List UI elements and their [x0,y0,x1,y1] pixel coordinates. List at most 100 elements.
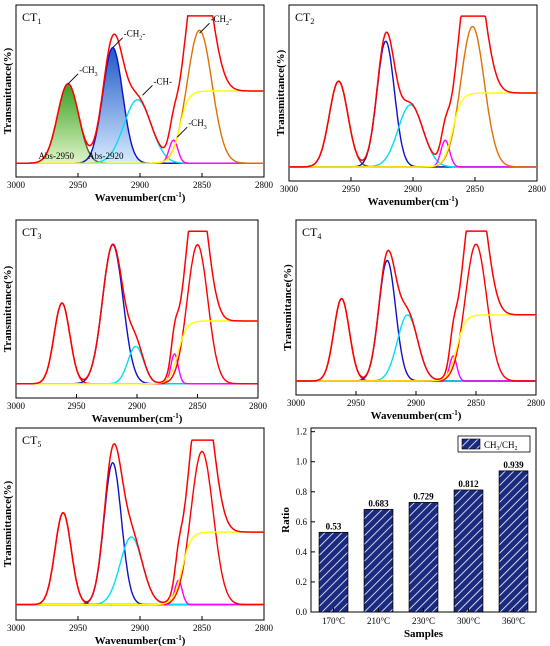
x-tick-label: 2950 [347,398,366,408]
x-tick-label: 2850 [467,398,486,408]
x-tick-label: 3000 [7,401,26,411]
bar-value-label: 0.939 [503,460,524,470]
peak-annotation: -CH3 [79,65,98,78]
x-tick-label: 2850 [189,401,208,411]
fitted-peak-curve [16,243,258,385]
peak-annotation: -CH3 [188,118,207,131]
green-peak-area [16,83,264,164]
fitted-peak-curve [289,139,537,168]
x-axis: 3000 2950 2900 2850 2800 [7,394,268,411]
x-category-label: 360°C [502,616,525,626]
y-tick-label: 0.8 [296,487,308,497]
envelope-curve [296,230,536,382]
x-tick-label: 3000 [280,184,299,194]
x-tick-label: 2900 [128,401,147,411]
x-tick-label: 2900 [407,398,426,408]
x-tick-label: 2950 [69,180,88,190]
x-tick-label: 2800 [528,184,547,194]
fitted-peak-curve [289,80,537,168]
plot-area [16,439,264,606]
x-tick-label: 3000 [287,398,306,408]
plot-area [16,230,258,385]
y-axis-label: Transmittance(%) [2,265,14,352]
y-axis-label: Transmittance(%) [2,480,14,567]
x-tick-label: 2950 [69,623,88,633]
x-tick-label: 2900 [131,623,150,633]
x-tick-label: 2850 [193,623,212,633]
panel-label: CT1 [22,10,41,26]
x-axis: 3000 2950 2900 2850 2800 [287,391,546,408]
y-axis-label: Transmittance(%) [2,47,14,134]
x-tick-label: 2800 [527,398,546,408]
bar-value-label: 0.53 [326,521,342,531]
x-axis-label: Wavenumber(cm-1) [368,195,459,208]
x-tick-label: 2900 [131,180,150,190]
envelope-curve [16,230,258,385]
x-category-label: 230°C [412,616,435,626]
baseline-step-curve [16,531,264,606]
y-axis-label: Transmittance(%) [282,264,294,351]
legend-label: CH3/CH2 [484,440,518,452]
panel-ct2: CT2 3000 2950 2900 2850 2800 Wavenumber(cm-1… [275,4,547,208]
x-category-label: 300°C [457,616,480,626]
envelope-curve [289,15,537,168]
x-tick-label: 2800 [255,180,274,190]
panel-ct5: CT5 3000 2950 2900 2850 2800 Wavenumber(cm-1… [2,427,274,646]
peak-annotation: Abs-2950 [38,151,74,161]
panel-ct3: CT3 3000 2950 2900 2850 2800 Wavenumber(cm-1… [2,219,268,425]
y-tick-label: 0.4 [296,547,308,557]
fitted-peak-curve [16,450,264,606]
bar [408,502,439,613]
x-tick-label: 2850 [193,180,212,190]
x-axis-label: Wavenumber(cm-1) [95,634,186,646]
x-tick-label: 2950 [342,184,361,194]
fitted-peak-curve [16,461,264,606]
plot-area [296,230,536,382]
y-tick-label: 1.0 [296,457,308,467]
x-tick-label: 2950 [68,401,87,411]
panel-label: CT2 [295,10,314,26]
bar [453,489,484,613]
baseline-step-curve [296,314,536,382]
fitted-peak-curve [296,243,536,382]
y-axis: 0.0 0.2 0.4 0.6 0.8 1.0 1.2 [296,427,315,617]
annotation-arrow [142,85,153,96]
x-tick-label: 2800 [255,623,274,633]
panel-label: CT3 [22,225,41,241]
y-axis-label: Transmittance(%) [275,49,287,136]
legend: CH3/CH2 [457,435,531,453]
x-tick-label: 2900 [404,184,423,194]
panel-ct4: CT4 3000 2950 2900 2850 2800 Wavenumber(cm-1… [282,219,546,422]
plot-area: 0.53 0.683 0.729 0.812 0.939 [318,460,529,613]
y-tick-label: 0.2 [296,577,307,587]
envelope-curve [16,439,264,606]
x-tick-label: 3000 [7,180,26,190]
panel-label: CT4 [302,225,321,241]
annotation-arrow [176,126,188,138]
x-axis: 3000 2950 2900 2850 2800 [280,177,547,194]
x-tick-label: 2850 [466,184,485,194]
annotation-arrow [67,73,79,85]
fitted-peak-curve [16,353,258,385]
panel-label: CT5 [22,433,41,449]
panel-ratio-bar-chart: 0.53 0.683 0.729 0.812 0.939 0.0 0.2 0.4 0.6 0.8… [280,427,537,640]
bar [498,470,529,613]
peak-annotation: -CH2- [211,14,233,27]
envelope-curve [16,15,264,164]
x-axis-label: Wavenumber(cm-1) [92,412,183,425]
baseline-step-curve [16,90,264,164]
x-category-label: 170°C [322,616,345,626]
plot-area [289,15,537,168]
bar [363,508,394,613]
x-axis-label: Wavenumber(cm-1) [371,409,462,422]
peak-annotation: -CH- [153,76,172,86]
x-category-label: 210°C [367,616,390,626]
plot-frame [15,219,259,399]
x-axis-label: Samples [404,628,444,640]
fitted-peak-curve [289,25,537,168]
fitted-peak-curve [16,243,258,385]
y-axis-label: Ratio [280,507,292,533]
y-tick-label: 0.0 [296,607,308,617]
fitted-peak-curve [16,536,264,606]
